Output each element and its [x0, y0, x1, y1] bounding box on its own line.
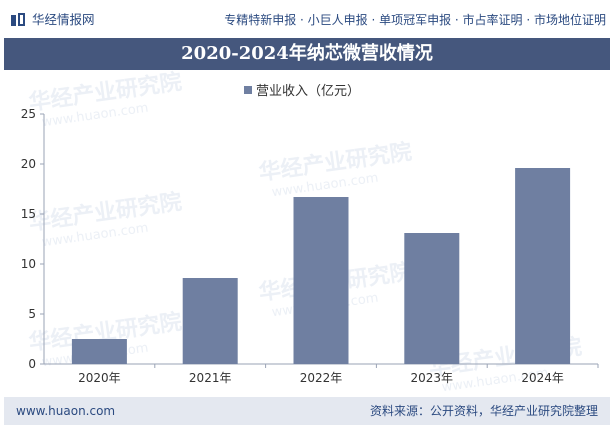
- y-tick-label: 5: [28, 307, 36, 321]
- x-tick-label: 2023年: [411, 371, 454, 385]
- x-tick-label: 2022年: [300, 371, 343, 385]
- bar: [404, 233, 460, 364]
- header-tagline: 专精特新申报 · 小巨人申报 · 单项冠军申报 · 市占率证明 · 市场地位证明: [224, 13, 606, 27]
- y-tick-label: 15: [21, 207, 36, 221]
- y-tick-label: 10: [21, 257, 36, 271]
- bar: [71, 339, 127, 364]
- logo-icon: [11, 13, 25, 26]
- logo: 华经情报网: [10, 12, 95, 28]
- footer-site-url: www.huaon.com: [16, 404, 116, 418]
- footer: www.huaon.com 资料来源：公开资料，华经产业研究院整理: [4, 397, 610, 425]
- top-bar: 华经情报网 专精特新申报 · 小巨人申报 · 单项冠军申报 · 市占率证明 · …: [0, 0, 614, 38]
- bar-chart: 华经产业研究院www.huaon.com华经产业研究院www.huaon.com…: [21, 70, 599, 395]
- x-tick-label: 2021年: [189, 371, 232, 385]
- x-tick-label: 2020年: [78, 371, 121, 385]
- bar: [293, 197, 349, 364]
- legend-label: 营业收入（亿元）: [256, 84, 360, 99]
- bar: [182, 278, 238, 364]
- footer-source: 资料来源：公开资料，华经产业研究院整理: [369, 404, 598, 418]
- y-tick-label: 25: [21, 107, 36, 121]
- y-tick-label: 20: [21, 157, 36, 171]
- x-tick-label: 2024年: [521, 371, 564, 385]
- chart-title: 2020-2024年纳芯微营收情况: [4, 38, 610, 70]
- bar: [515, 168, 571, 364]
- y-tick-label: 0: [28, 357, 36, 371]
- legend-swatch: [244, 86, 252, 94]
- logo-text: 华经情报网: [32, 12, 95, 27]
